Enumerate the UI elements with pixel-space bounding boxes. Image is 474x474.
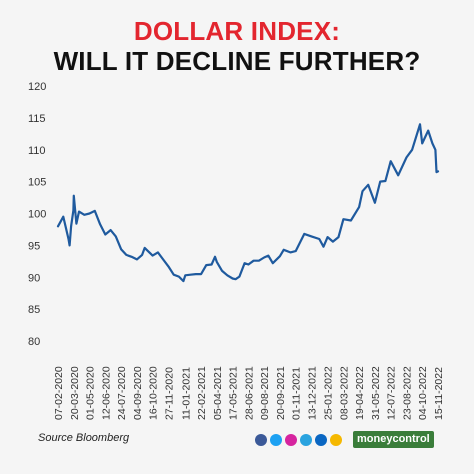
x-tick-label: 25-01-2022 — [323, 366, 335, 420]
x-tick-label: 05-04-2021 — [212, 366, 224, 420]
x-tick-label: 16-10-2020 — [148, 366, 160, 420]
x-tick-label: 08-03-2022 — [338, 366, 350, 420]
title-line-2: WILL IT DECLINE FURTHER? — [53, 46, 421, 76]
source-note: Source Bloomberg — [38, 432, 130, 444]
x-tick-label: 19-04-2022 — [354, 366, 366, 420]
linkedin-icon[interactable] — [315, 434, 327, 446]
x-tick-label: 07-02-2020 — [53, 366, 65, 420]
facebook-icon[interactable] — [255, 434, 267, 446]
social-icons — [255, 434, 342, 446]
x-tick-label: 15-11-2022 — [433, 367, 445, 420]
brand-logo: moneycontrol — [353, 431, 434, 448]
x-tick-label: 12-06-2020 — [100, 366, 112, 420]
chart-title: DOLLAR INDEX: WILL IT DECLINE FURTHER? — [0, 16, 474, 76]
x-tick-label: 01-05-2020 — [85, 366, 97, 420]
x-tick-label: 23-08-2022 — [401, 366, 413, 420]
x-tick-label: 04-10-2022 — [417, 366, 429, 420]
x-tick-label: 17-05-2021 — [228, 366, 240, 420]
y-tick-label: 120 — [28, 81, 46, 93]
x-tick-label: 04-09-2020 — [132, 366, 144, 420]
x-tick-label: 22-02-2021 — [196, 366, 208, 420]
series-line — [56, 123, 440, 283]
x-tick-label: 09-08-2021 — [259, 366, 271, 420]
instagram-icon[interactable] — [285, 434, 297, 446]
y-tick-label: 90 — [28, 272, 40, 284]
x-tick-label: 28-06-2021 — [243, 366, 255, 420]
y-tick-label: 110 — [28, 145, 46, 157]
x-tick-label: 12-07-2022 — [386, 366, 398, 420]
x-tick-label: 24-07-2020 — [116, 366, 128, 420]
x-tick-label: 27-11-2020 — [163, 367, 175, 420]
x-tick-label: 01-11-2021 — [291, 367, 303, 420]
y-tick-label: 100 — [28, 209, 46, 221]
title-line-1: DOLLAR INDEX: — [133, 16, 341, 46]
y-tick-label: 115 — [28, 113, 46, 125]
x-tick-label: 31-05-2022 — [370, 366, 382, 420]
x-tick-label: 20-09-2021 — [275, 366, 287, 420]
y-tick-label: 85 — [28, 304, 40, 316]
y-tick-label: 105 — [28, 177, 46, 189]
x-tick-label: 13-12-2021 — [306, 366, 318, 420]
y-tick-label: 80 — [28, 336, 40, 348]
twitter-icon[interactable] — [270, 434, 282, 446]
koo-icon[interactable] — [330, 434, 342, 446]
x-tick-label: 11-01-2021 — [180, 367, 192, 420]
telegram-icon[interactable] — [300, 434, 312, 446]
x-tick-label: 20-03-2020 — [69, 366, 81, 420]
y-tick-label: 95 — [28, 240, 40, 252]
